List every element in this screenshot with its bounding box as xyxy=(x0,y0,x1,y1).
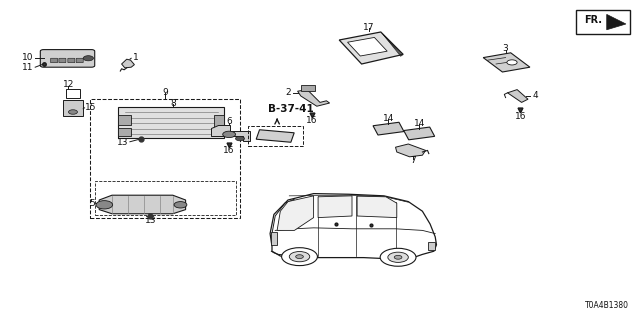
Text: 7: 7 xyxy=(410,156,415,165)
Text: 11: 11 xyxy=(22,63,33,72)
Polygon shape xyxy=(270,194,436,259)
Bar xyxy=(95,181,236,215)
Polygon shape xyxy=(99,195,186,214)
Circle shape xyxy=(289,252,310,262)
Circle shape xyxy=(68,110,77,114)
Bar xyxy=(90,99,240,218)
Polygon shape xyxy=(256,130,294,142)
Circle shape xyxy=(296,255,303,259)
Circle shape xyxy=(380,248,416,266)
Polygon shape xyxy=(396,144,426,157)
Polygon shape xyxy=(122,59,134,68)
Circle shape xyxy=(388,252,408,262)
Circle shape xyxy=(174,202,187,208)
Polygon shape xyxy=(373,122,404,135)
Bar xyxy=(66,89,80,98)
Polygon shape xyxy=(404,127,435,140)
Polygon shape xyxy=(508,90,528,102)
Text: 10: 10 xyxy=(22,53,33,62)
Circle shape xyxy=(96,201,113,209)
Bar xyxy=(214,115,224,128)
FancyBboxPatch shape xyxy=(59,58,66,63)
FancyBboxPatch shape xyxy=(76,58,83,63)
Polygon shape xyxy=(318,196,352,218)
Polygon shape xyxy=(348,37,387,56)
Text: 6: 6 xyxy=(227,117,232,126)
Polygon shape xyxy=(211,125,250,141)
Text: 1: 1 xyxy=(133,53,139,62)
Circle shape xyxy=(236,136,244,141)
Bar xyxy=(118,107,224,138)
Bar xyxy=(271,232,277,245)
Bar xyxy=(428,242,435,250)
Text: B-37-41: B-37-41 xyxy=(268,104,313,114)
Text: 2: 2 xyxy=(285,88,291,97)
Text: 5: 5 xyxy=(89,199,95,208)
Bar xyxy=(63,100,83,116)
FancyBboxPatch shape xyxy=(40,50,95,67)
Text: 12: 12 xyxy=(63,80,74,89)
Text: 17: 17 xyxy=(363,23,374,32)
FancyBboxPatch shape xyxy=(68,58,75,63)
Text: 9: 9 xyxy=(162,88,168,97)
Circle shape xyxy=(507,60,517,65)
Text: 13: 13 xyxy=(145,216,156,225)
Text: 4: 4 xyxy=(532,92,538,100)
Text: 16: 16 xyxy=(306,116,317,125)
Circle shape xyxy=(83,56,93,61)
Bar xyxy=(248,126,303,146)
Text: 16: 16 xyxy=(223,146,235,155)
Text: 8: 8 xyxy=(170,99,175,108)
Text: 14: 14 xyxy=(383,114,394,123)
Polygon shape xyxy=(298,90,330,106)
Polygon shape xyxy=(277,196,314,230)
Polygon shape xyxy=(357,196,397,218)
Polygon shape xyxy=(339,32,403,64)
Text: T0A4B1380: T0A4B1380 xyxy=(584,301,628,310)
Text: 13: 13 xyxy=(116,138,128,147)
Text: 15: 15 xyxy=(85,103,97,112)
Text: 3: 3 xyxy=(503,44,508,53)
Bar xyxy=(118,115,131,125)
Bar xyxy=(576,10,630,34)
Polygon shape xyxy=(483,53,530,72)
Text: 16: 16 xyxy=(515,112,526,121)
Circle shape xyxy=(394,255,402,259)
Bar xyxy=(301,85,315,91)
Circle shape xyxy=(223,131,236,138)
FancyBboxPatch shape xyxy=(51,58,58,63)
Bar xyxy=(118,128,131,136)
Text: 14: 14 xyxy=(413,119,425,128)
Circle shape xyxy=(282,248,317,266)
Text: FR.: FR. xyxy=(584,15,602,25)
Polygon shape xyxy=(607,14,626,30)
